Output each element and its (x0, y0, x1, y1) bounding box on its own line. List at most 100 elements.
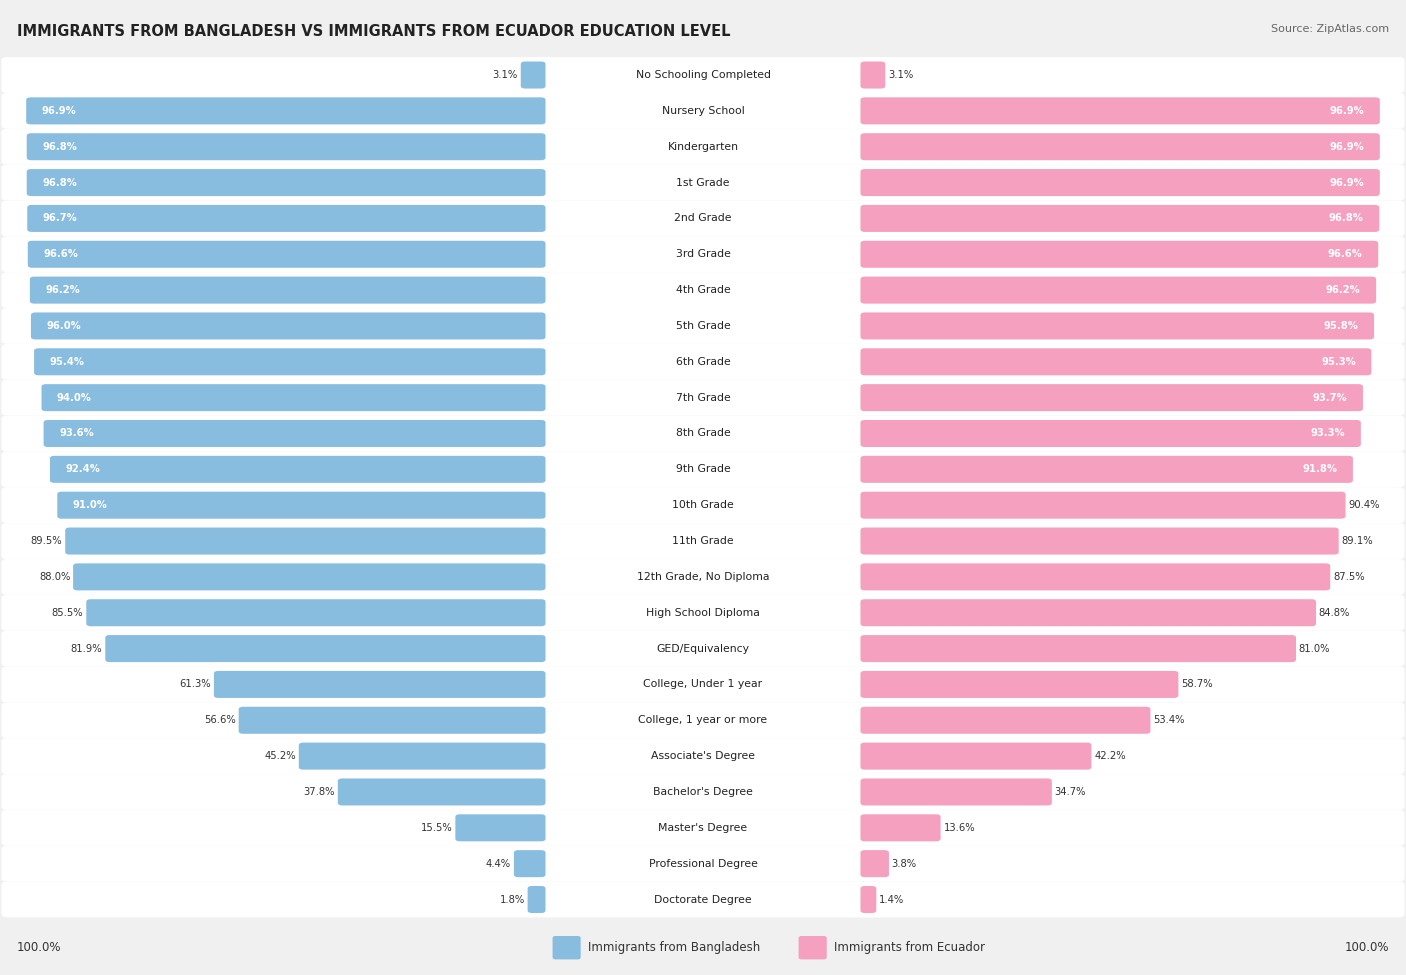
Text: Immigrants from Bangladesh: Immigrants from Bangladesh (588, 941, 761, 955)
FancyBboxPatch shape (860, 312, 1374, 339)
Text: 89.1%: 89.1% (1341, 536, 1374, 546)
Text: 3.1%: 3.1% (492, 70, 517, 80)
FancyBboxPatch shape (27, 205, 546, 232)
Text: Nursery School: Nursery School (662, 106, 744, 116)
Text: 1.8%: 1.8% (499, 894, 524, 905)
Text: 92.4%: 92.4% (65, 464, 100, 475)
Text: 5th Grade: 5th Grade (676, 321, 730, 331)
FancyBboxPatch shape (1, 524, 1405, 559)
Text: 56.6%: 56.6% (204, 716, 236, 725)
Text: 4.4%: 4.4% (486, 859, 512, 869)
FancyBboxPatch shape (27, 98, 546, 125)
FancyBboxPatch shape (337, 778, 546, 805)
FancyBboxPatch shape (860, 707, 1150, 734)
FancyBboxPatch shape (1, 308, 1405, 344)
FancyBboxPatch shape (1, 631, 1405, 667)
FancyBboxPatch shape (28, 241, 546, 268)
FancyBboxPatch shape (860, 886, 876, 913)
Text: 95.4%: 95.4% (49, 357, 84, 367)
Text: 96.0%: 96.0% (46, 321, 82, 331)
FancyBboxPatch shape (860, 778, 1052, 805)
FancyBboxPatch shape (1, 344, 1405, 379)
Text: 2nd Grade: 2nd Grade (675, 214, 731, 223)
Text: Bachelor's Degree: Bachelor's Degree (652, 787, 754, 797)
Text: 95.8%: 95.8% (1323, 321, 1358, 331)
FancyBboxPatch shape (34, 348, 546, 375)
FancyBboxPatch shape (860, 527, 1339, 555)
Text: 37.8%: 37.8% (304, 787, 335, 797)
Text: 96.6%: 96.6% (44, 250, 79, 259)
Text: 96.6%: 96.6% (1327, 250, 1362, 259)
FancyBboxPatch shape (31, 312, 546, 339)
FancyBboxPatch shape (860, 671, 1178, 698)
FancyBboxPatch shape (860, 420, 1361, 447)
Text: No Schooling Completed: No Schooling Completed (636, 70, 770, 80)
Text: Professional Degree: Professional Degree (648, 859, 758, 869)
FancyBboxPatch shape (1, 667, 1405, 702)
Text: 1st Grade: 1st Grade (676, 177, 730, 187)
Text: 13.6%: 13.6% (943, 823, 974, 833)
Text: 96.2%: 96.2% (1326, 285, 1361, 295)
Text: 34.7%: 34.7% (1054, 787, 1087, 797)
Text: 45.2%: 45.2% (264, 751, 295, 761)
FancyBboxPatch shape (860, 635, 1296, 662)
Text: 6th Grade: 6th Grade (676, 357, 730, 367)
FancyBboxPatch shape (1, 93, 1405, 129)
FancyBboxPatch shape (860, 277, 1376, 303)
FancyBboxPatch shape (860, 241, 1378, 268)
Text: 58.7%: 58.7% (1181, 680, 1213, 689)
FancyBboxPatch shape (1, 236, 1405, 272)
FancyBboxPatch shape (860, 564, 1330, 591)
FancyBboxPatch shape (65, 527, 546, 555)
Text: 87.5%: 87.5% (1333, 572, 1365, 582)
Text: 61.3%: 61.3% (180, 680, 211, 689)
FancyBboxPatch shape (527, 886, 546, 913)
FancyBboxPatch shape (1, 559, 1405, 595)
Text: 96.9%: 96.9% (1330, 106, 1364, 116)
Text: Kindergarten: Kindergarten (668, 141, 738, 152)
Text: 3.1%: 3.1% (889, 70, 914, 80)
Text: 81.9%: 81.9% (70, 644, 103, 653)
FancyBboxPatch shape (1, 451, 1405, 488)
FancyBboxPatch shape (58, 491, 546, 519)
FancyBboxPatch shape (1, 774, 1405, 810)
Text: 8th Grade: 8th Grade (676, 428, 730, 439)
FancyBboxPatch shape (1, 272, 1405, 308)
Text: Master's Degree: Master's Degree (658, 823, 748, 833)
Text: 95.3%: 95.3% (1322, 357, 1355, 367)
FancyBboxPatch shape (860, 98, 1379, 125)
FancyBboxPatch shape (860, 205, 1379, 232)
Text: High School Diploma: High School Diploma (647, 607, 759, 618)
Text: 96.9%: 96.9% (1330, 141, 1364, 152)
Text: Source: ZipAtlas.com: Source: ZipAtlas.com (1271, 24, 1389, 34)
Text: 96.9%: 96.9% (1330, 177, 1364, 187)
Text: 96.7%: 96.7% (42, 214, 77, 223)
Text: 100.0%: 100.0% (17, 941, 62, 955)
Text: 4th Grade: 4th Grade (676, 285, 730, 295)
FancyBboxPatch shape (860, 743, 1091, 769)
Text: 91.0%: 91.0% (73, 500, 108, 510)
Text: 93.6%: 93.6% (59, 428, 94, 439)
FancyBboxPatch shape (1, 201, 1405, 236)
FancyBboxPatch shape (30, 277, 546, 303)
FancyBboxPatch shape (1, 810, 1405, 845)
FancyBboxPatch shape (86, 600, 546, 626)
FancyBboxPatch shape (860, 850, 889, 878)
Text: 88.0%: 88.0% (39, 572, 70, 582)
Text: Immigrants from Ecuador: Immigrants from Ecuador (834, 941, 984, 955)
FancyBboxPatch shape (1, 845, 1405, 881)
Text: 91.8%: 91.8% (1302, 464, 1337, 475)
Text: 81.0%: 81.0% (1299, 644, 1330, 653)
Text: 96.9%: 96.9% (42, 106, 76, 116)
FancyBboxPatch shape (860, 814, 941, 841)
Text: GED/Equivalency: GED/Equivalency (657, 644, 749, 653)
Text: Associate's Degree: Associate's Degree (651, 751, 755, 761)
Text: 9th Grade: 9th Grade (676, 464, 730, 475)
Text: 1.4%: 1.4% (879, 894, 904, 905)
Text: 96.2%: 96.2% (45, 285, 80, 295)
Text: 100.0%: 100.0% (1344, 941, 1389, 955)
Text: 89.5%: 89.5% (31, 536, 62, 546)
Text: 93.7%: 93.7% (1313, 393, 1347, 403)
FancyBboxPatch shape (860, 600, 1316, 626)
Text: 3.8%: 3.8% (891, 859, 917, 869)
